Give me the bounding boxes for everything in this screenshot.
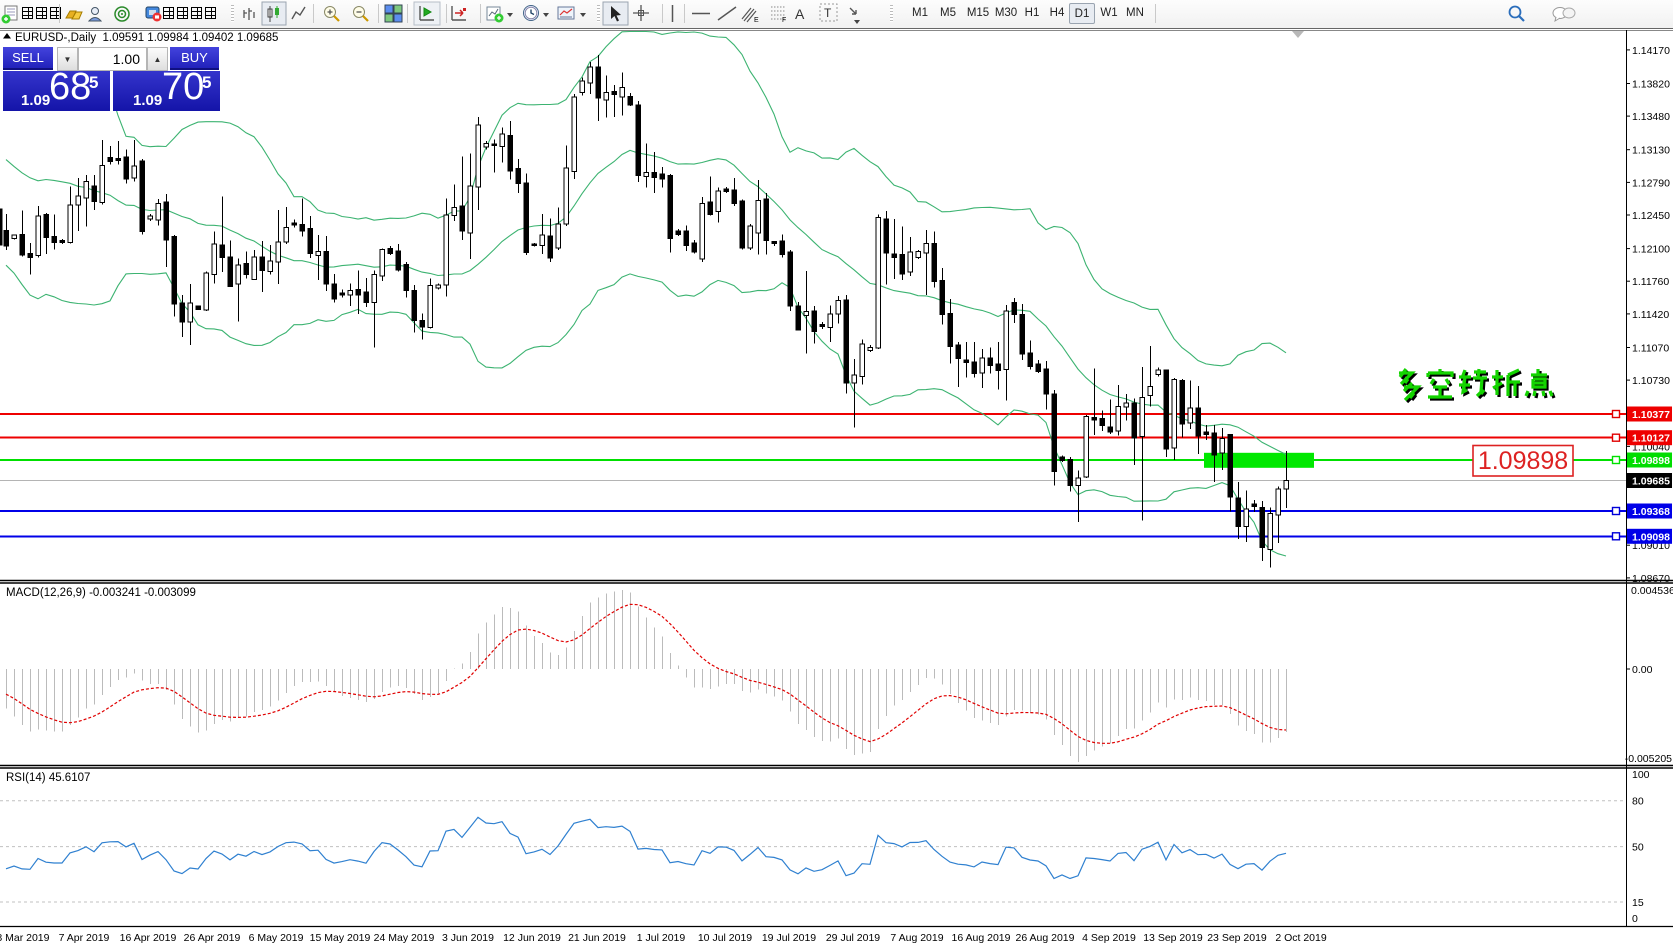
- svg-text:1.09098: 1.09098: [1632, 531, 1670, 543]
- svg-text:10 Jul 2019: 10 Jul 2019: [698, 932, 752, 944]
- svg-text:23 Sep 2019: 23 Sep 2019: [1207, 932, 1267, 944]
- svg-text:0: 0: [1632, 913, 1638, 925]
- svg-text:1.09898: 1.09898: [1632, 455, 1670, 467]
- svg-text:2 Oct 2019: 2 Oct 2019: [1275, 932, 1327, 944]
- svg-text:1.10127: 1.10127: [1632, 433, 1670, 445]
- svg-text:1.14170: 1.14170: [1632, 45, 1670, 57]
- svg-text:1 Jul 2019: 1 Jul 2019: [637, 932, 686, 944]
- svg-text:24 May 2019: 24 May 2019: [374, 932, 435, 944]
- svg-text:26 Apr 2019: 26 Apr 2019: [184, 932, 241, 944]
- svg-text:1.11760: 1.11760: [1632, 276, 1669, 288]
- svg-text:1.11420: 1.11420: [1632, 309, 1669, 321]
- svg-text:6 May 2019: 6 May 2019: [249, 932, 304, 944]
- svg-text:MACD(12,26,9) -0.003241 -0.003: MACD(12,26,9) -0.003241 -0.003099: [6, 587, 196, 599]
- svg-text:1.13820: 1.13820: [1632, 79, 1670, 91]
- svg-text:7 Apr 2019: 7 Apr 2019: [59, 932, 110, 944]
- svg-text:F: F: [782, 17, 786, 24]
- svg-text:21 Jun 2019: 21 Jun 2019: [568, 932, 626, 944]
- svg-text:3 Jun 2019: 3 Jun 2019: [442, 932, 494, 944]
- svg-text:1.10730: 1.10730: [1632, 375, 1670, 387]
- svg-text:-0.005205: -0.005205: [1625, 753, 1672, 765]
- svg-text:16 Aug 2019: 16 Aug 2019: [952, 932, 1011, 944]
- svg-text:15: 15: [1632, 897, 1644, 909]
- svg-text:7 Aug 2019: 7 Aug 2019: [890, 932, 943, 944]
- svg-text:0.004536: 0.004536: [1631, 585, 1673, 597]
- svg-text:100: 100: [1632, 769, 1650, 781]
- svg-text:E: E: [754, 17, 759, 24]
- svg-text:4 Sep 2019: 4 Sep 2019: [1082, 932, 1136, 944]
- svg-text:0.00: 0.00: [1632, 664, 1653, 676]
- svg-text:RSI(14) 45.6107: RSI(14) 45.6107: [6, 772, 90, 784]
- svg-text:26 Aug 2019: 26 Aug 2019: [1016, 932, 1075, 944]
- svg-text:13 Sep 2019: 13 Sep 2019: [1143, 932, 1203, 944]
- svg-text:80: 80: [1632, 796, 1644, 808]
- svg-text:1.13480: 1.13480: [1632, 111, 1670, 123]
- svg-text:1.08670: 1.08670: [1632, 573, 1670, 585]
- svg-text:12 Jun 2019: 12 Jun 2019: [503, 932, 561, 944]
- svg-text:16 Apr 2019: 16 Apr 2019: [120, 932, 177, 944]
- svg-text:29 Jul 2019: 29 Jul 2019: [826, 932, 880, 944]
- svg-text:1.13130: 1.13130: [1632, 145, 1670, 157]
- svg-text:EURUSD-,Daily 1.09591 1.09984: EURUSD-,Daily 1.09591 1.09984 1.09402 1.…: [15, 32, 278, 44]
- svg-text:15 May 2019: 15 May 2019: [310, 932, 371, 944]
- svg-text:1.09898: 1.09898: [1478, 447, 1568, 475]
- svg-text:1.12790: 1.12790: [1632, 177, 1670, 189]
- svg-text:A: A: [795, 6, 805, 22]
- svg-text:1.09368: 1.09368: [1632, 506, 1670, 518]
- svg-text:1.11070: 1.11070: [1632, 343, 1669, 355]
- svg-text:T: T: [824, 6, 832, 20]
- svg-text:1.12450: 1.12450: [1632, 210, 1670, 222]
- svg-text:28 Mar 2019: 28 Mar 2019: [0, 932, 50, 944]
- svg-text:19 Jul 2019: 19 Jul 2019: [762, 932, 816, 944]
- svg-text:1.12100: 1.12100: [1632, 244, 1670, 256]
- svg-text:1.10377: 1.10377: [1632, 409, 1670, 421]
- svg-text:50: 50: [1632, 842, 1644, 854]
- svg-text:1.09685: 1.09685: [1632, 476, 1670, 488]
